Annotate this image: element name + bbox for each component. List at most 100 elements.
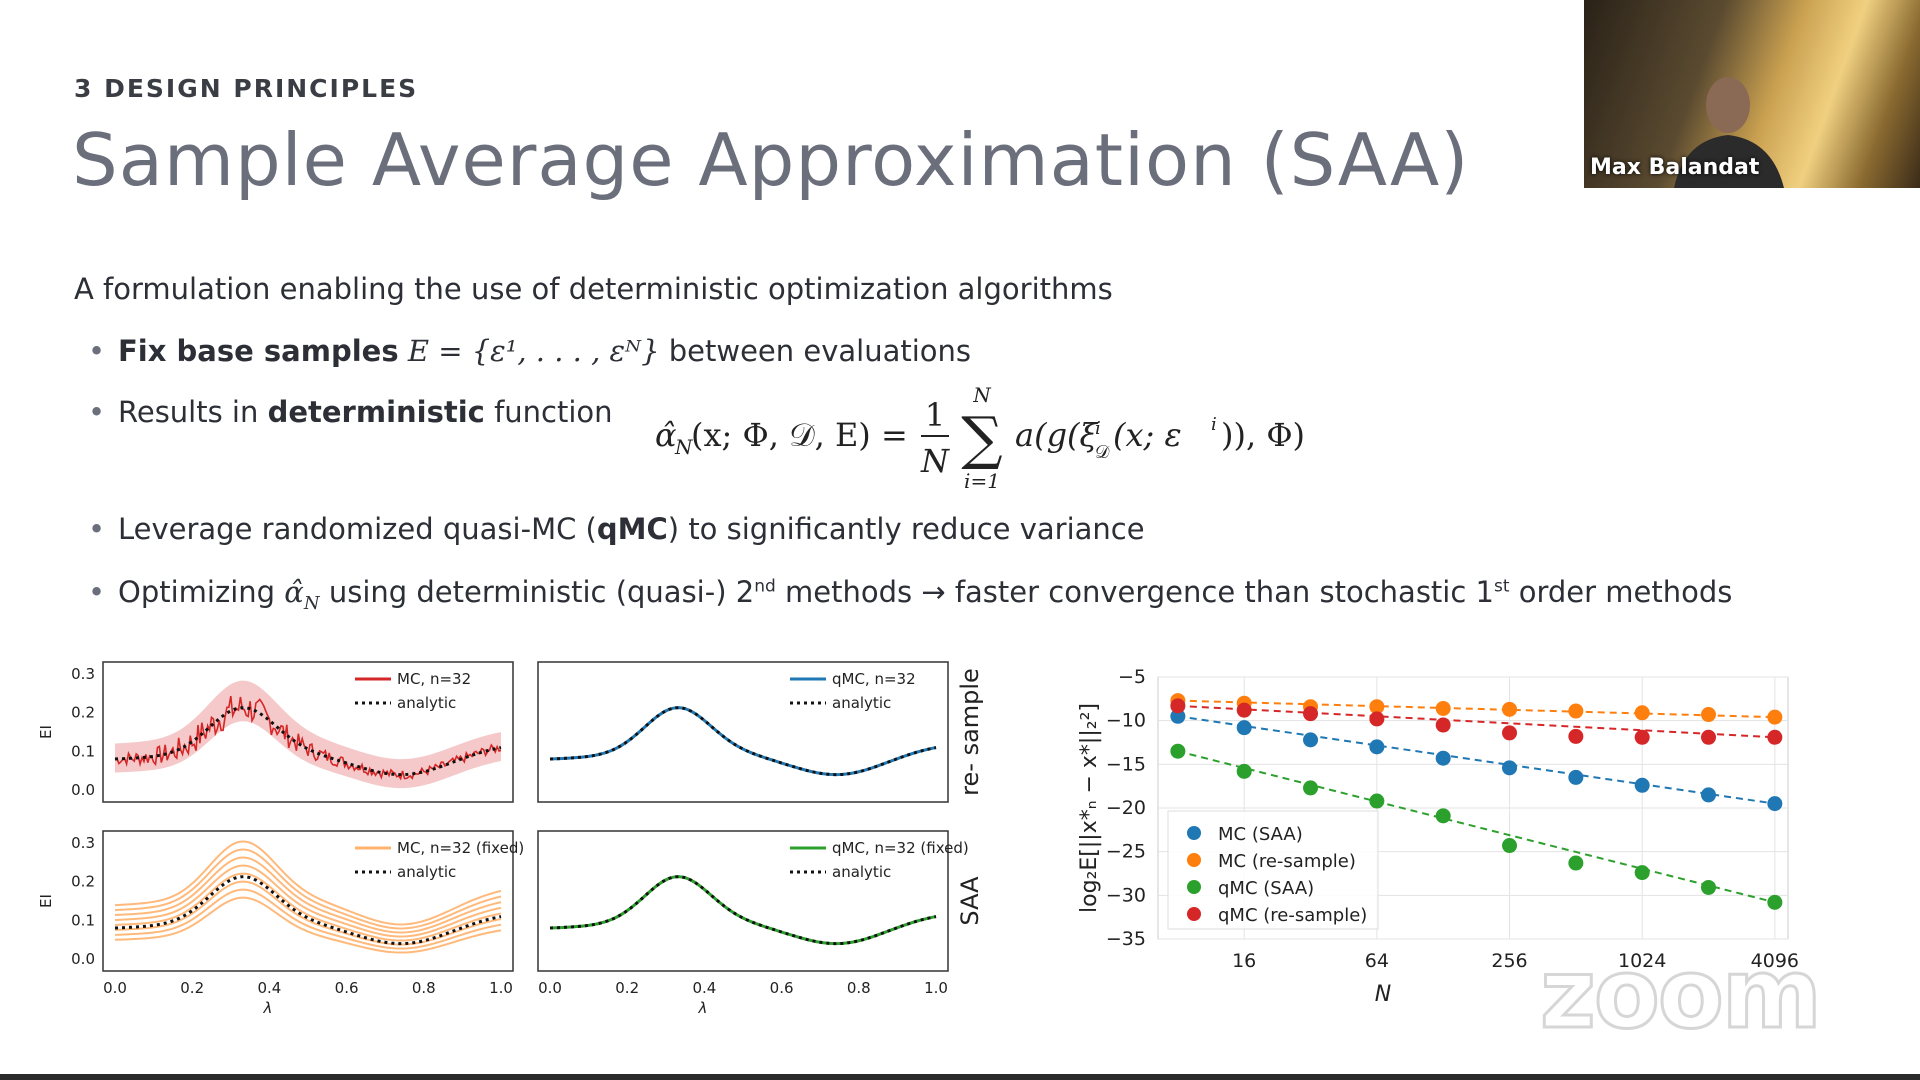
formula-sum-top: N [972, 383, 992, 407]
formula-frac-den: N [920, 442, 950, 480]
data-point [1568, 728, 1584, 744]
data-point [1369, 739, 1385, 755]
x-tick-label: 0.6 [335, 979, 359, 997]
bullet-text: Leverage randomized quasi-MC ( [118, 512, 597, 546]
bullet-dot: • [88, 334, 106, 368]
data-point [1435, 717, 1451, 733]
row-side-label: re- sample [956, 668, 984, 796]
data-point [1701, 879, 1717, 895]
bullet-dot: • [88, 395, 106, 429]
formula-body-sub: 𝒟 [1095, 442, 1110, 463]
data-point [1502, 725, 1518, 741]
legend-label: MC, n=32 (fixed) [397, 839, 524, 857]
x-tick-label: 0.4 [257, 979, 281, 997]
y-tick-label: 0.2 [71, 873, 95, 891]
data-point [1634, 705, 1650, 721]
y-tick-label: −35 [1106, 928, 1146, 950]
speaker-name: Max Balandat [1590, 155, 1760, 180]
speaker-video[interactable]: Max Balandat [1584, 0, 1920, 188]
data-point [1502, 838, 1518, 854]
legend-label: analytic [832, 694, 891, 712]
legend-label: qMC (re-sample) [1218, 905, 1367, 926]
bullet-math-sub: N [303, 592, 320, 614]
data-point [1303, 732, 1319, 748]
x-tick-label: 1.0 [489, 979, 513, 997]
mc-fixed-sample-line [114, 872, 502, 942]
y-tick-label: −10 [1106, 710, 1146, 732]
data-point [1701, 729, 1717, 745]
data-point [1170, 743, 1186, 759]
trend-line [1177, 750, 1776, 904]
analytic-line [549, 706, 937, 777]
x-tick-label: 1.0 [924, 979, 948, 997]
data-point [1767, 894, 1783, 910]
slide-title: Sample Average Approximation (SAA) [72, 118, 1470, 202]
data-point [1568, 769, 1584, 785]
data-point [1634, 729, 1650, 745]
bullet-optimizing: • Optimizing α̂N using deterministic (qua… [88, 575, 1732, 614]
formula-sum-sign: ∑ [961, 404, 1002, 472]
x-tick-label: 0.6 [770, 979, 794, 997]
y-tick-label: 0.0 [71, 781, 95, 799]
trend-line [1177, 699, 1775, 719]
data-point [1435, 808, 1451, 824]
formula-sum-bot: i=1 [964, 469, 1000, 493]
data-point [1236, 720, 1252, 736]
formula-frac-num: 1 [925, 396, 945, 434]
bullet-bold: qMC [596, 512, 668, 546]
trend-line [1177, 704, 1775, 739]
x-tick-label: 256 [1491, 950, 1527, 972]
legend-label: qMC, n=32 [832, 670, 916, 688]
mc-fixed-sample-line [114, 864, 502, 938]
bullet-deterministic: • Results in deterministic function [88, 395, 613, 429]
bullet-math: E = {ε¹, . . . , εᴺ} [407, 334, 660, 368]
row-side-label: SAA [956, 876, 984, 926]
data-point [1767, 796, 1783, 812]
formula-lhs: α̂ [655, 416, 677, 454]
y-axis-label: EI [37, 894, 55, 908]
x-tick-label: 0.2 [615, 979, 639, 997]
x-tick-label: 64 [1365, 950, 1389, 972]
bullet-text: between evaluations [659, 334, 972, 368]
intro-text: A formulation enabling the use of determ… [74, 272, 1113, 306]
y-tick-label: 0.3 [71, 834, 95, 852]
bullet-sup: nd [754, 576, 776, 597]
saa-formula: α̂ N (x; Φ, 𝒟, E) = 1 N N ∑ i=1 a(g(ξ i … [655, 383, 1305, 493]
y-tick-label: −15 [1106, 753, 1146, 775]
bottom-bar [0, 1074, 1920, 1080]
y-axis-label: EI [37, 725, 55, 739]
plot-frame [102, 661, 514, 803]
data-point [1369, 793, 1385, 809]
plot-frame [102, 830, 514, 972]
data-point [1435, 700, 1451, 716]
formula-lhs-sub: N [674, 435, 694, 459]
plot-frame [537, 830, 949, 972]
formula-body-rest: (x; ε [1113, 416, 1182, 454]
analytic-line [114, 706, 502, 777]
x-axis-label: N [1375, 982, 1391, 1007]
bullet-text: Results in [118, 395, 268, 429]
data-point [1170, 698, 1186, 714]
x-tick-label: 4096 [1751, 950, 1799, 972]
legend-marker [1187, 853, 1201, 867]
mc-fixed-sample-line [114, 880, 502, 946]
y-tick-label: −30 [1106, 884, 1146, 906]
x-axis-label: λ [698, 999, 708, 1017]
formula-args: (x; Φ, 𝒟, E) = [691, 416, 908, 454]
figure-panels: 0.0 0.1 0.2 0.3 EI MC, n=32 analytic re- sample… [37, 661, 1799, 1017]
mc-sample-line [114, 695, 502, 781]
legend-label: analytic [397, 694, 456, 712]
data-point [1369, 711, 1385, 727]
data-point [1170, 708, 1186, 724]
x-tick-label: 0.0 [538, 979, 562, 997]
data-point [1435, 750, 1451, 766]
x-tick-label: 0.0 [103, 979, 127, 997]
legend-label: qMC (SAA) [1218, 878, 1314, 899]
y-tick-label: −5 [1118, 666, 1146, 688]
formula-body-sup: i [1095, 418, 1101, 439]
x-tick-label: 0.4 [692, 979, 716, 997]
bullet-text: order methods [1509, 575, 1733, 609]
y-tick-label: −20 [1106, 797, 1146, 819]
mc-variance-band [115, 680, 501, 789]
y-tick-label: 0.0 [71, 950, 95, 968]
